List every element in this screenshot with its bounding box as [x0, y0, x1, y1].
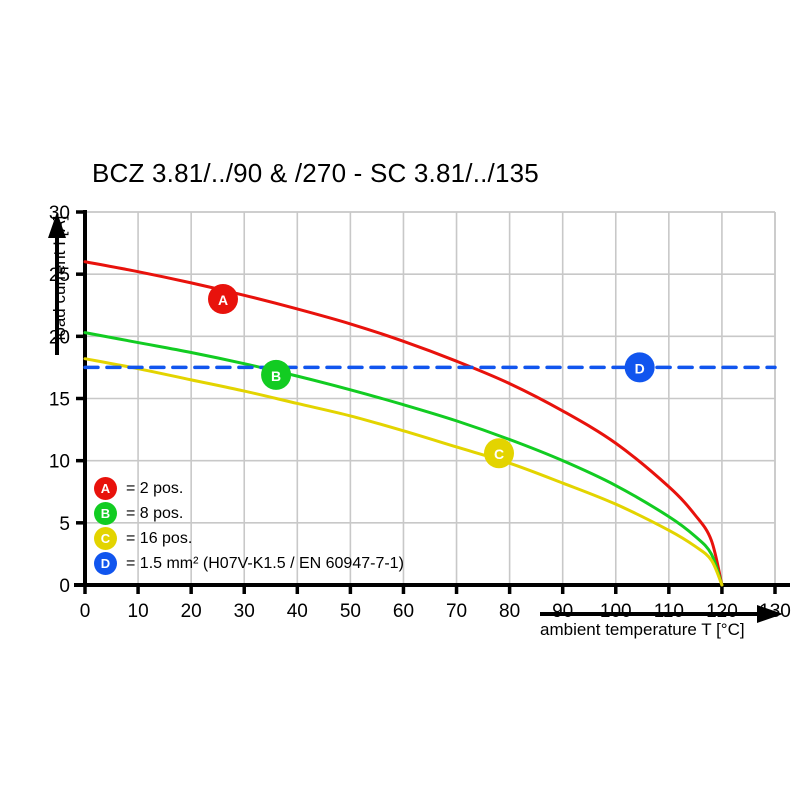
x-tick-labels: 0102030405060708090100110120130 [80, 601, 791, 622]
curve-marker-C[interactable] [484, 438, 514, 469]
axis-arrows [48, 212, 783, 623]
legend-item-A[interactable]: A = 2 pos. [94, 476, 404, 501]
curve-marker-B[interactable] [261, 359, 292, 390]
legend-item-C[interactable]: C = 16 pos. [94, 526, 404, 551]
curve-markers: A B C D [208, 284, 655, 469]
curve-marker-label-C: C [494, 446, 504, 462]
x-axis-arrow-head [757, 605, 783, 623]
y-tick-label: 0 [59, 576, 70, 597]
y-tick-label: 15 [49, 390, 70, 411]
curve-marker-label-A: A [218, 292, 228, 308]
curve-A [83, 260, 724, 587]
curve-marker-label-D: D [635, 360, 645, 376]
y-tick-label: 20 [49, 327, 70, 348]
y-axis-title: load current I [A] [50, 215, 69, 341]
legend-item-D[interactable]: D = 1.5 mm² (H07V-K1.5 / EN 60947-7-1) [94, 551, 404, 576]
legend-badge-A: A [94, 477, 117, 500]
x-tick-label: 60 [393, 601, 414, 622]
plot-frame [85, 211, 776, 585]
legend-item-B[interactable]: B = 8 pos. [94, 501, 404, 526]
x-tick-label: 120 [706, 601, 738, 622]
curve-marker-label-B: B [271, 368, 281, 384]
legend-label-C: = 16 pos. [126, 529, 193, 547]
y-tick-label: 30 [49, 203, 70, 224]
y-tick-label: 5 [59, 514, 70, 535]
x-tick-label: 30 [234, 601, 255, 622]
x-tick-label: 80 [499, 601, 520, 622]
x-tick-label: 110 [654, 601, 684, 622]
y-tick-label: 10 [49, 452, 70, 473]
chart-legend: A = 2 pos. B = 8 pos. C = 16 pos. D = 1.5 mm² (… [94, 476, 404, 576]
x-tick-label: 10 [128, 601, 149, 622]
legend-label-B: = 8 pos. [126, 504, 184, 522]
x-tick-label: 100 [600, 601, 632, 622]
axis-lines [74, 210, 790, 594]
x-tick-label: 90 [552, 601, 573, 622]
curve-marker-D[interactable] [624, 352, 655, 383]
curve-C [83, 357, 724, 587]
x-tick-label: 50 [340, 601, 361, 622]
legend-badge-D: D [94, 552, 117, 575]
curve-marker-A[interactable] [208, 284, 238, 315]
y-tick-labels: 0 5 10 15 20 25 30 [49, 203, 70, 597]
legend-badge-C: C [94, 527, 117, 550]
x-tick-label: 40 [287, 601, 308, 622]
chart-title: BCZ 3.81/../90 & /270 - SC 3.81/../135 [92, 158, 539, 188]
curve-B [83, 331, 724, 587]
legend-label-D: = 1.5 mm² (H07V-K1.5 / EN 60947-7-1) [126, 554, 404, 572]
x-tick-label: 20 [181, 601, 202, 622]
legend-badge-B: B [94, 502, 117, 525]
x-tick-label: 70 [446, 601, 467, 622]
y-axis-arrow-head [48, 212, 66, 238]
y-tick-label: 25 [49, 265, 70, 286]
x-tick-label: 0 [80, 601, 91, 622]
legend-label-A: = 2 pos. [126, 479, 184, 497]
data-curves [83, 260, 777, 587]
x-axis-title: ambient temperature T [°C] [540, 620, 745, 639]
